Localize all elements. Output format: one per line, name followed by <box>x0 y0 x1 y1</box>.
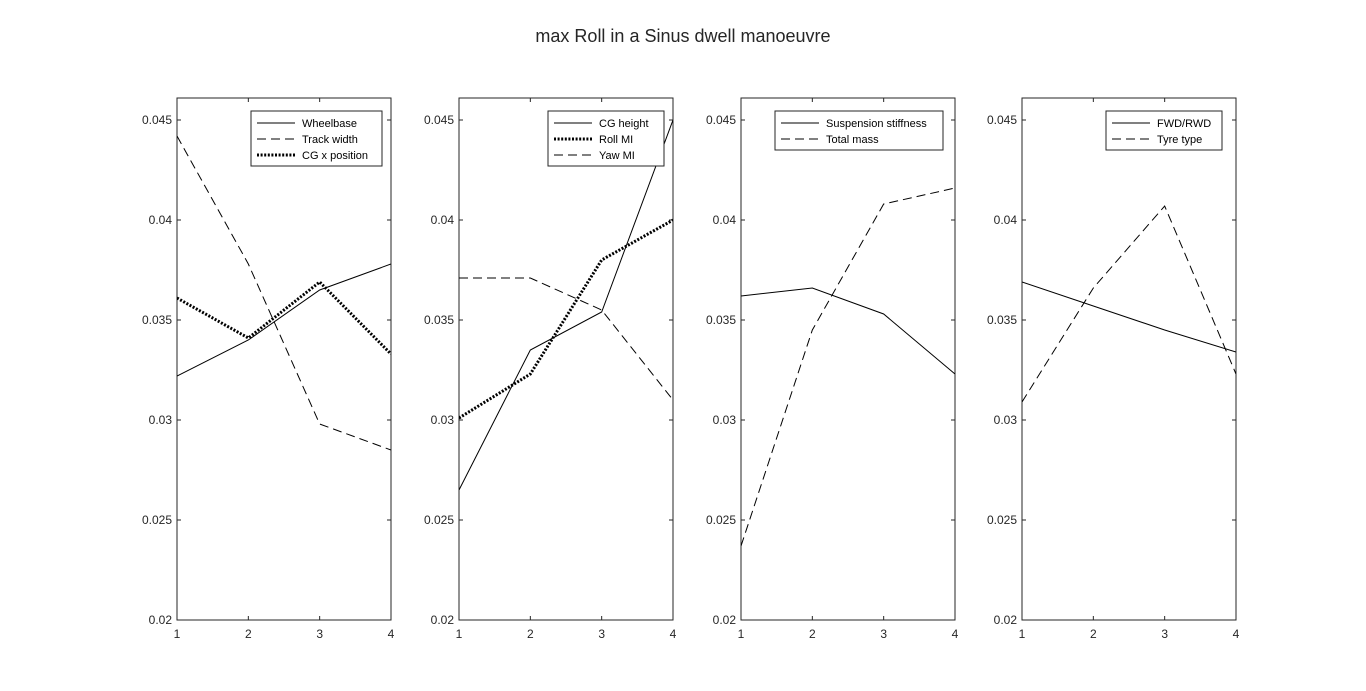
y-tick-label: 0.045 <box>987 113 1017 127</box>
y-tick-label: 0.04 <box>994 213 1018 227</box>
x-tick-label: 2 <box>809 627 816 641</box>
x-tick-label: 1 <box>456 627 463 641</box>
y-tick-label: 0.02 <box>994 613 1018 627</box>
y-tick-label: 0.035 <box>706 313 736 327</box>
series-line-2 <box>741 187 955 547</box>
y-tick-label: 0.045 <box>706 113 736 127</box>
series-line-1 <box>459 119 673 491</box>
series-line-1 <box>1022 281 1236 353</box>
subplot-1: 0.02 0.025 0.03 0.035 0.04 0.045 1 2 3 4 Wheelbase… <box>142 97 395 641</box>
y-tick-label: 0.025 <box>706 513 736 527</box>
x-tick-label: 3 <box>316 627 323 641</box>
legend: Suspension stiffness Total mass <box>774 110 944 151</box>
x-tick-label: 2 <box>245 627 252 641</box>
legend-box <box>547 110 665 167</box>
x-tick-label: 1 <box>1019 627 1026 641</box>
y-tick-label: 0.04 <box>149 213 173 227</box>
y-tick-label: 0.045 <box>424 113 454 127</box>
legend-entry-label: Wheelbase <box>302 118 357 130</box>
y-tick-label: 0.03 <box>994 413 1018 427</box>
y-tick-label: 0.025 <box>987 513 1017 527</box>
legend-entry-label: Tyre type <box>1157 134 1202 146</box>
series-line-1 <box>741 287 955 375</box>
legend-entry-label: Yaw MI <box>599 150 635 162</box>
y-tick-label: 0.02 <box>713 613 737 627</box>
axes-box <box>740 97 956 621</box>
legend-entry-label: Track width <box>302 134 358 146</box>
x-tick-label: 4 <box>670 627 677 641</box>
legend: CG height Roll MI Yaw MI <box>547 110 665 167</box>
axes-box <box>1021 97 1237 621</box>
y-tick-label: 0.03 <box>149 413 173 427</box>
series-line-2 <box>177 135 391 451</box>
y-tick-label: 0.02 <box>431 613 455 627</box>
y-tick-label: 0.04 <box>713 213 737 227</box>
y-tick-label: 0.02 <box>149 613 173 627</box>
legend-entry-label: Suspension stiffness <box>826 118 927 130</box>
y-tick-label: 0.03 <box>713 413 737 427</box>
x-tick-label: 3 <box>1161 627 1168 641</box>
legend-entry-label: FWD/RWD <box>1157 118 1211 130</box>
x-tick-label: 4 <box>1233 627 1240 641</box>
y-tick-label: 0.04 <box>431 213 455 227</box>
legend-entry-label: Roll MI <box>599 134 633 146</box>
legend-entry-label: CG height <box>599 118 649 130</box>
x-tick-label: 2 <box>527 627 534 641</box>
y-tick-label: 0.035 <box>987 313 1017 327</box>
x-tick-label: 4 <box>388 627 395 641</box>
series-line-1 <box>177 263 391 377</box>
y-tick-label: 0.035 <box>424 313 454 327</box>
series-line-3 <box>459 277 673 401</box>
series-line-2 <box>1022 205 1236 403</box>
subplot-3: 0.02 0.025 0.03 0.035 0.04 0.045 1 2 3 4 Suspensio… <box>706 97 959 641</box>
x-tick-label: 1 <box>738 627 745 641</box>
subplot-2: 0.02 0.025 0.03 0.035 0.04 0.045 1 2 3 4 CG height… <box>424 97 677 641</box>
x-tick-label: 4 <box>952 627 959 641</box>
axes-box <box>176 97 392 621</box>
y-tick-label: 0.025 <box>142 513 172 527</box>
legend: FWD/RWD Tyre type <box>1105 110 1223 151</box>
x-tick-label: 1 <box>174 627 181 641</box>
series-line-3 <box>177 279 391 356</box>
x-tick-label: 3 <box>880 627 887 641</box>
y-tick-label: 0.035 <box>142 313 172 327</box>
subplot-4: 0.02 0.025 0.03 0.035 0.04 0.045 1 2 3 4 FWD/RWD Ty… <box>987 97 1240 641</box>
legend-entry-label: CG x position <box>302 150 368 162</box>
axes-box <box>458 97 674 621</box>
legend: Wheelbase Track width CG x position <box>250 110 383 167</box>
y-tick-label: 0.025 <box>424 513 454 527</box>
legend-box <box>774 110 944 151</box>
y-tick-label: 0.03 <box>431 413 455 427</box>
figure-title: max Roll in a Sinus dwell manoeuvre <box>535 26 831 46</box>
x-tick-label: 3 <box>598 627 605 641</box>
legend-box <box>1105 110 1223 151</box>
y-tick-label: 0.045 <box>142 113 172 127</box>
x-tick-label: 2 <box>1090 627 1097 641</box>
legend-entry-label: Total mass <box>826 134 879 146</box>
